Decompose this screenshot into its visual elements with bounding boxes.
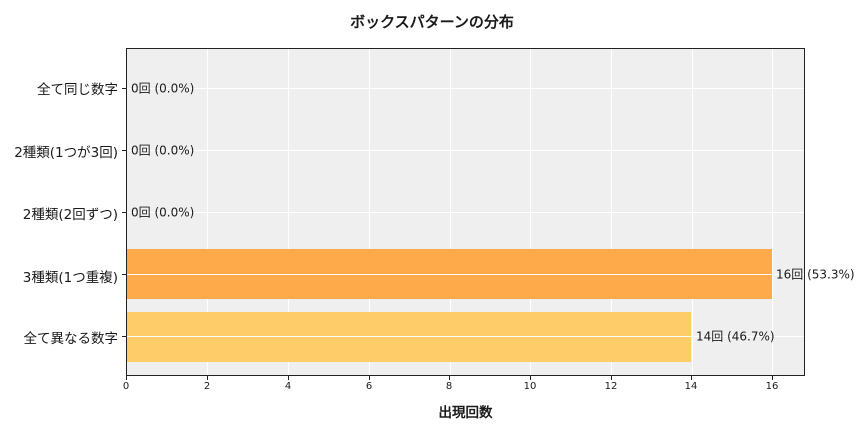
- grid-line-y: [127, 336, 804, 337]
- x-tick-label: 14: [684, 381, 698, 392]
- y-label-three-kinds: 3種類(1つ重複): [22, 270, 118, 286]
- x-tick: [126, 376, 127, 380]
- plot-area: 0回 (0.0%) 0回 (0.0%) 0回 (0.0%) 16回 (53.3%…: [126, 48, 855, 376]
- data-label-two-kinds-triple: 0回 (0.0%): [131, 143, 195, 158]
- data-label-two-kinds-pairs: 0回 (0.0%): [131, 205, 195, 220]
- x-tick-label: 6: [365, 381, 373, 392]
- grid-line-y: [127, 88, 804, 89]
- y-tick: [122, 150, 126, 151]
- y-label-all-same: 全て同じ数字: [37, 82, 118, 98]
- x-axis-title: 出現回数: [438, 405, 493, 421]
- grid-line-y: [127, 212, 804, 213]
- grid-line-y: [127, 150, 804, 151]
- x-tick-label: 10: [523, 381, 537, 392]
- y-tick: [122, 274, 126, 275]
- y-tick: [122, 212, 126, 213]
- x-tick: [691, 376, 692, 380]
- data-label-three-kinds: 16回 (53.3%): [776, 267, 855, 282]
- data-label-all-different: 14回 (46.7%): [696, 329, 775, 344]
- x-tick-label: 0: [122, 381, 130, 392]
- x-tick: [288, 376, 289, 380]
- x-tick-label: 8: [445, 381, 453, 392]
- y-label-two-kinds-triple: 2種類(1つが3回): [14, 145, 118, 161]
- data-label-all-same: 0回 (0.0%): [131, 81, 195, 96]
- x-tick-label: 4: [284, 381, 292, 392]
- grid-line-y: [127, 274, 804, 275]
- y-label-all-different: 全て異なる数字: [23, 331, 119, 347]
- x-tick: [611, 376, 612, 380]
- x-tick: [530, 376, 531, 380]
- chart-title: ボックスパターンの分布: [350, 13, 514, 31]
- x-tick: [772, 376, 773, 380]
- y-tick: [122, 88, 126, 89]
- x-tick-label: 16: [765, 381, 779, 392]
- x-tick: [369, 376, 370, 380]
- y-tick: [122, 336, 126, 337]
- bar-all-different: [127, 312, 691, 362]
- x-tick-label: 2: [203, 381, 211, 392]
- x-tick-label: 12: [604, 381, 618, 392]
- y-label-two-kinds-pairs: 2種類(2回ずつ): [22, 207, 118, 223]
- x-tick: [207, 376, 208, 380]
- x-tick: [449, 376, 450, 380]
